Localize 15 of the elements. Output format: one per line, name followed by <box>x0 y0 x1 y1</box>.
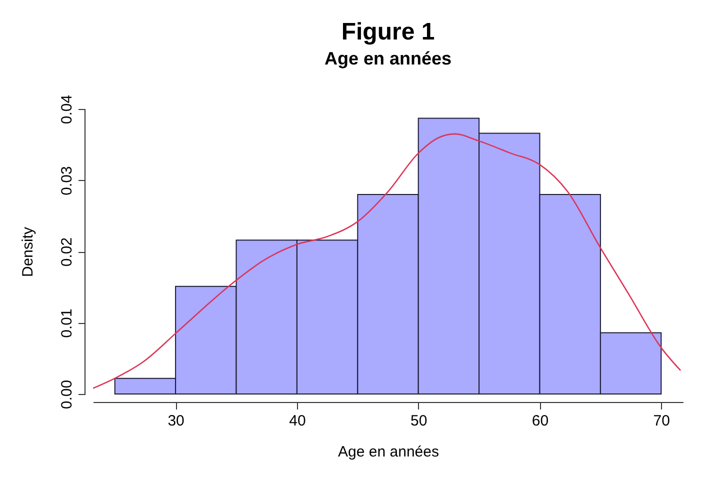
x-axis-title: Age en années <box>338 444 439 460</box>
x-tick-label: 50 <box>410 412 428 430</box>
y-axis-title: Density <box>20 226 36 278</box>
x-tick-label: 60 <box>532 412 549 430</box>
line-series <box>93 133 682 389</box>
y-tick-label: 0.03 <box>58 166 76 196</box>
chart-title: Figure 1 <box>341 18 435 46</box>
x-tick-label: 40 <box>289 412 306 430</box>
x-tick-label: 70 <box>653 412 670 430</box>
x-tick-label: 30 <box>168 412 184 430</box>
y-tick-label: 0.01 <box>58 308 76 338</box>
y-tick-label: 0.04 <box>58 94 76 124</box>
y-tick-label: 0.02 <box>58 237 76 267</box>
chart-subtitle: Age en années <box>324 48 452 68</box>
y-tick-label: 0.00 <box>58 380 76 410</box>
